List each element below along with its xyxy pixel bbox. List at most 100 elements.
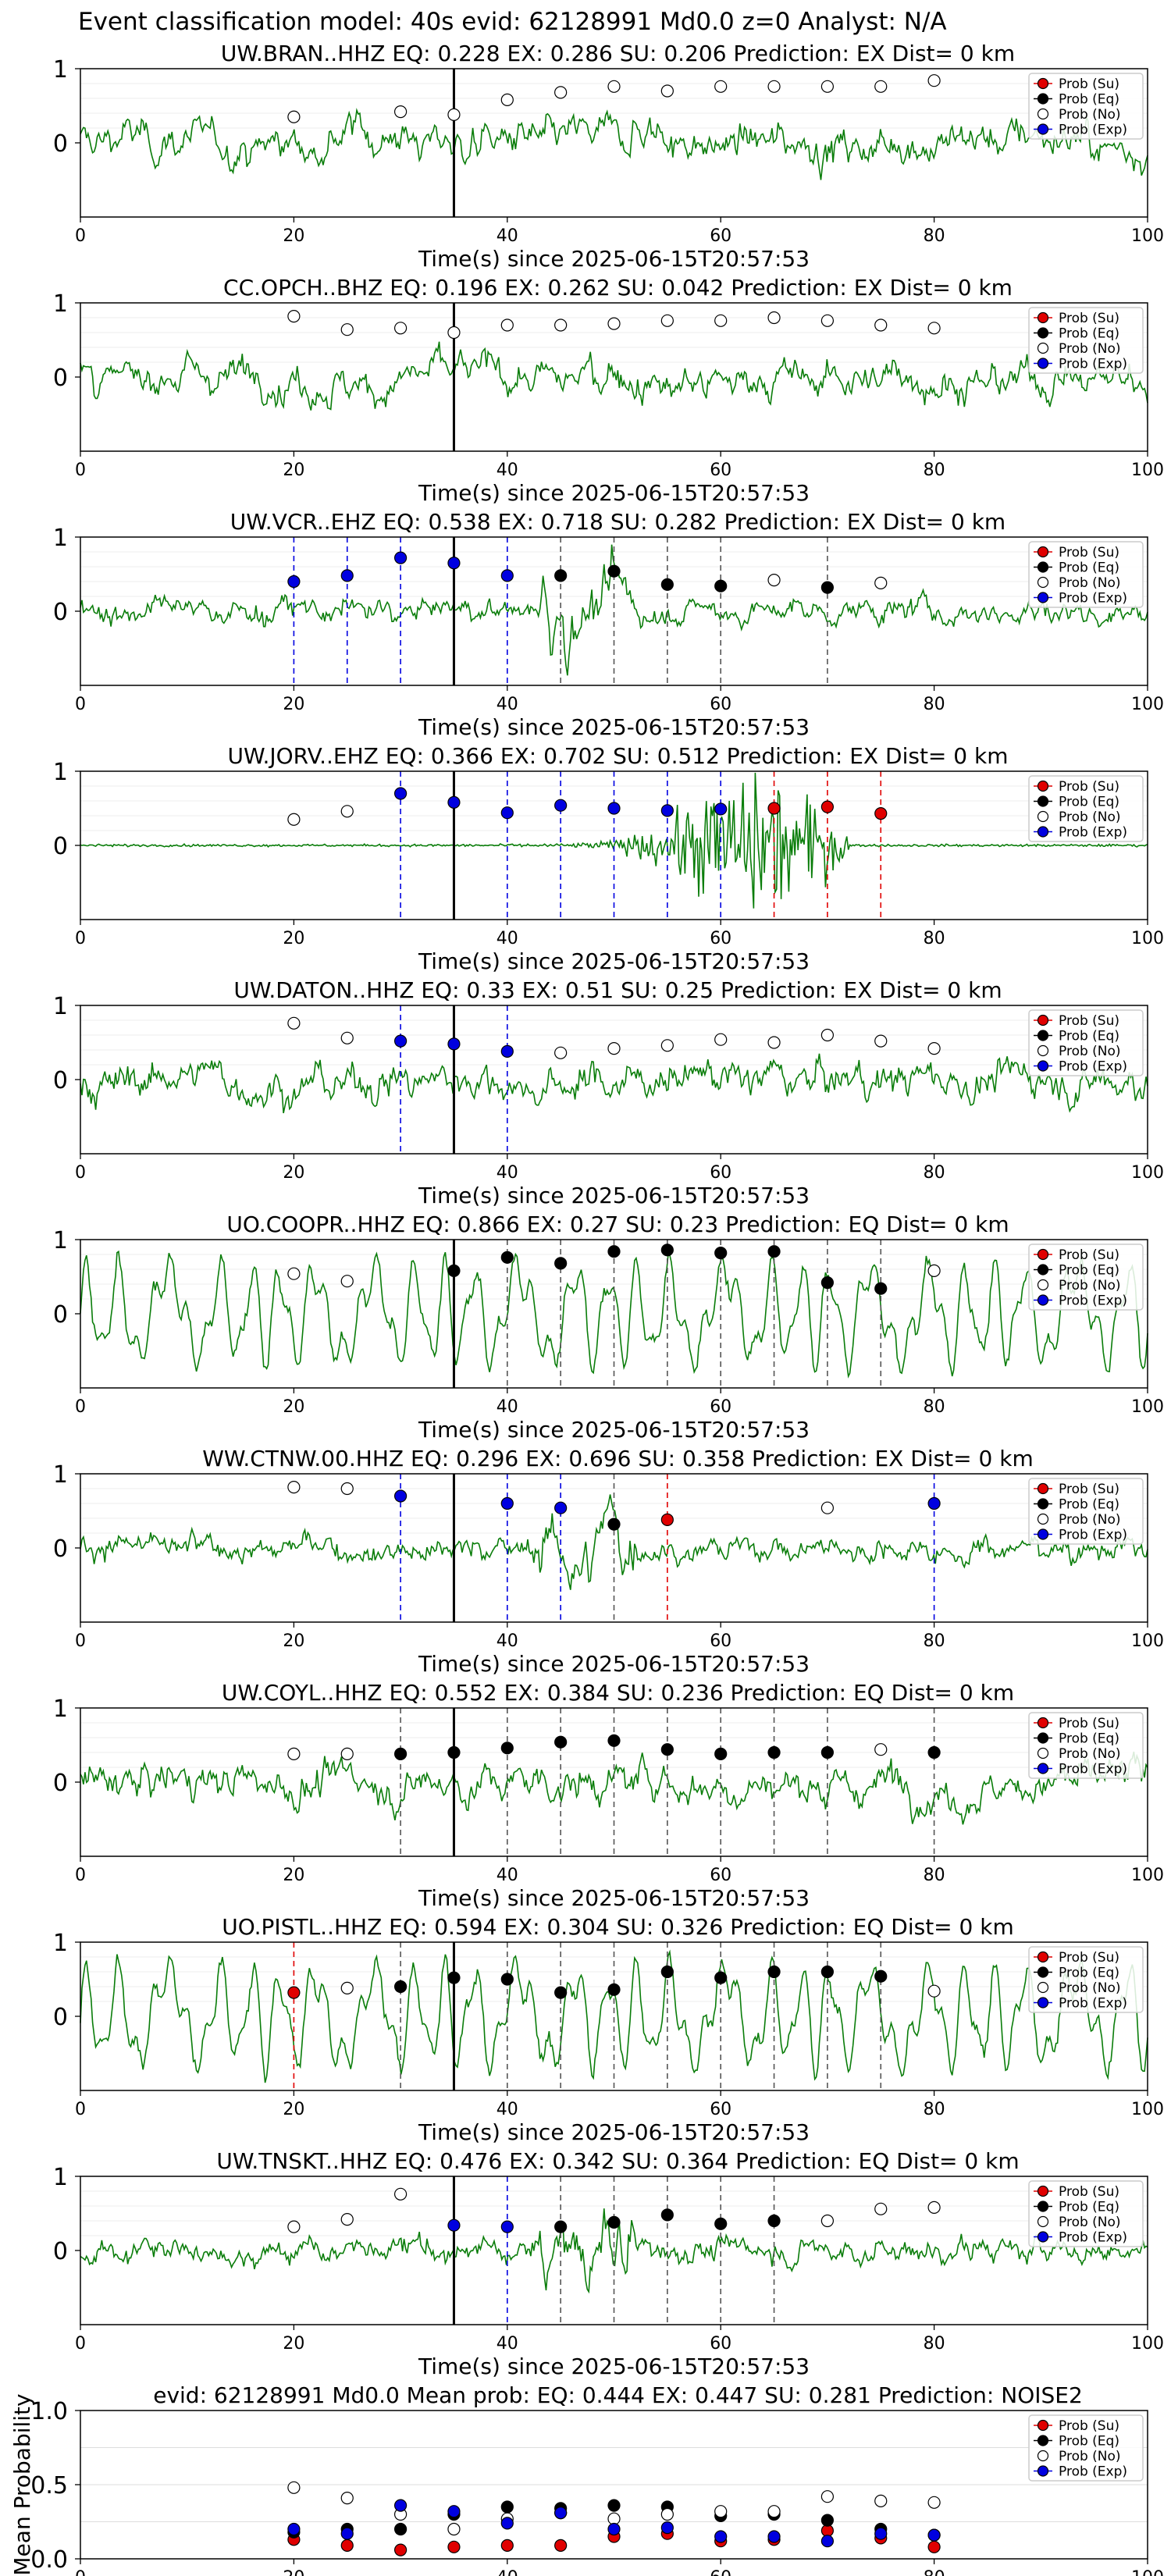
y-tick-label: 0 (53, 1067, 68, 1094)
prob-point-no (287, 1747, 301, 1760)
mean-prob-point-no (714, 2505, 728, 2518)
x-tick-label: 0 (75, 461, 86, 480)
legend-marker-exp (1037, 592, 1049, 603)
y-tick-label: 1 (53, 993, 68, 1020)
legend: Prob (Su)Prob (Eq)Prob (No)Prob (Exp) (1028, 1946, 1144, 2013)
prob-point-no (500, 93, 514, 107)
x-tick-label: 0 (75, 929, 86, 948)
prob-point-no (287, 310, 301, 323)
prob-point-su (660, 1513, 674, 1527)
legend-marker-su (1037, 1248, 1049, 1261)
mean-prob-point-exp (447, 2505, 461, 2518)
mean-prob-point-su (340, 2539, 354, 2552)
prob-point-no (287, 813, 301, 826)
legend-frame (1028, 541, 1144, 608)
prob-point-eq (820, 1276, 835, 1290)
y-tick-label: 0 (53, 599, 68, 626)
legend-frame (1028, 2414, 1144, 2482)
panel-title: UW.DATON..HHZ EQ: 0.33 EX: 0.51 SU: 0.25… (233, 977, 1002, 1003)
panel-title: UO.COOPR..HHZ EQ: 0.866 EX: 0.27 SU: 0.2… (226, 1212, 1009, 1237)
x-tick-label: 80 (924, 929, 945, 948)
prob-point-no (287, 2220, 301, 2233)
prob-point-no (714, 314, 728, 327)
x-tick-label: 0 (75, 226, 86, 246)
legend-label-no: Prob (No) (1059, 1044, 1121, 1059)
x-tick-label: 40 (497, 695, 518, 714)
legend-marker-exp (1037, 1763, 1049, 1774)
prob-point-no (927, 74, 941, 87)
prob-point-eq (607, 564, 621, 578)
prob-point-exp (660, 804, 674, 817)
legend-label-exp: Prob (Exp) (1059, 1059, 1127, 1075)
x-tick-label: 40 (497, 1866, 518, 1885)
y-tick-label: 0.5 (30, 2472, 68, 2500)
prob-point-eq (820, 1745, 835, 1759)
x-tick-label: 40 (497, 2334, 518, 2354)
prob-point-exp (554, 799, 568, 812)
prob-point-no (340, 2213, 354, 2226)
panel-9: UO.PISTL..HHZ EQ: 0.594 EX: 0.304 SU: 0.… (53, 1914, 1164, 2145)
legend-marker-no (1037, 1513, 1049, 1525)
legend-label-exp: Prob (Exp) (1059, 2464, 1127, 2480)
prob-point-no (607, 317, 621, 330)
mean-prob-point-eq (393, 2522, 408, 2536)
prob-point-no (820, 1028, 835, 1042)
x-tick-label: 100 (1131, 929, 1164, 948)
prob-point-eq (714, 1971, 728, 1984)
legend-marker-eq (1037, 327, 1049, 339)
legend-marker-no (1037, 1044, 1049, 1057)
x-axis-label: Time(s) since 2025-06-15T20:57:53 (418, 1183, 810, 1208)
panel-2: CC.OPCH..BHZ EQ: 0.196 EX: 0.262 SU: 0.0… (53, 275, 1164, 506)
mean-prob-point-no (287, 2481, 301, 2494)
prob-point-eq (554, 2220, 568, 2233)
waveform-trace (80, 1053, 1148, 1114)
prob-point-su (767, 802, 781, 815)
prob-point-no (927, 1984, 941, 1998)
prob-point-eq (660, 1244, 674, 1257)
x-tick-label: 80 (924, 2100, 945, 2119)
prob-point-eq (820, 1965, 835, 1979)
prob-point-eq (714, 1246, 728, 1260)
x-tick-label: 60 (710, 1397, 731, 1417)
mean-prob-point-su (927, 2540, 941, 2553)
x-tick-label: 60 (710, 2334, 731, 2354)
legend-label-exp: Prob (Exp) (1059, 825, 1127, 841)
prob-point-exp (607, 802, 621, 815)
legend-label-no: Prob (No) (1059, 1980, 1121, 1996)
legend-label-su: Prob (Su) (1059, 311, 1119, 326)
x-tick-label: 40 (497, 2568, 518, 2576)
mean-prob-point-exp (500, 2517, 514, 2530)
legend: Prob (Su)Prob (Eq)Prob (No)Prob (Exp) (1028, 307, 1144, 374)
panel-1: UW.BRAN..HHZ EQ: 0.228 EX: 0.286 SU: 0.2… (53, 41, 1164, 272)
prob-point-no (767, 1036, 781, 1049)
prob-point-eq (714, 1747, 728, 1760)
x-tick-label: 100 (1131, 1866, 1164, 1885)
legend-marker-su (1037, 77, 1049, 90)
legend-label-no: Prob (No) (1059, 341, 1121, 357)
x-tick-label: 60 (710, 2568, 731, 2576)
x-tick-label: 80 (924, 2568, 945, 2576)
x-tick-label: 20 (283, 2334, 304, 2354)
legend-label-no: Prob (No) (1059, 1512, 1121, 1528)
x-axis-label: Time(s) since 2025-06-15T20:57:53 (418, 1885, 810, 1911)
panel-3: UW.VCR..EHZ EQ: 0.538 EX: 0.718 SU: 0.28… (53, 509, 1164, 740)
legend-label-exp: Prob (Exp) (1059, 1293, 1127, 1309)
axes-frame (80, 1005, 1148, 1155)
prob-point-eq (607, 2215, 621, 2229)
mean-prob-point-eq (607, 2499, 621, 2512)
x-tick-label: 80 (924, 1631, 945, 1651)
legend-frame (1028, 1946, 1144, 2013)
prob-point-no (927, 2201, 941, 2214)
mean-prob-point-exp (607, 2522, 621, 2536)
x-tick-label: 60 (710, 1631, 731, 1651)
prob-point-no (820, 2214, 835, 2228)
legend-frame (1028, 307, 1144, 374)
legend-label-su: Prob (Su) (1059, 1950, 1119, 1966)
legend-label-eq: Prob (Eq) (1059, 1029, 1119, 1044)
x-tick-label: 100 (1131, 695, 1164, 714)
legend-label-eq: Prob (Eq) (1059, 1263, 1119, 1279)
prob-point-eq (714, 2217, 728, 2230)
prob-point-eq (607, 1983, 621, 1996)
prob-point-no (927, 322, 941, 335)
